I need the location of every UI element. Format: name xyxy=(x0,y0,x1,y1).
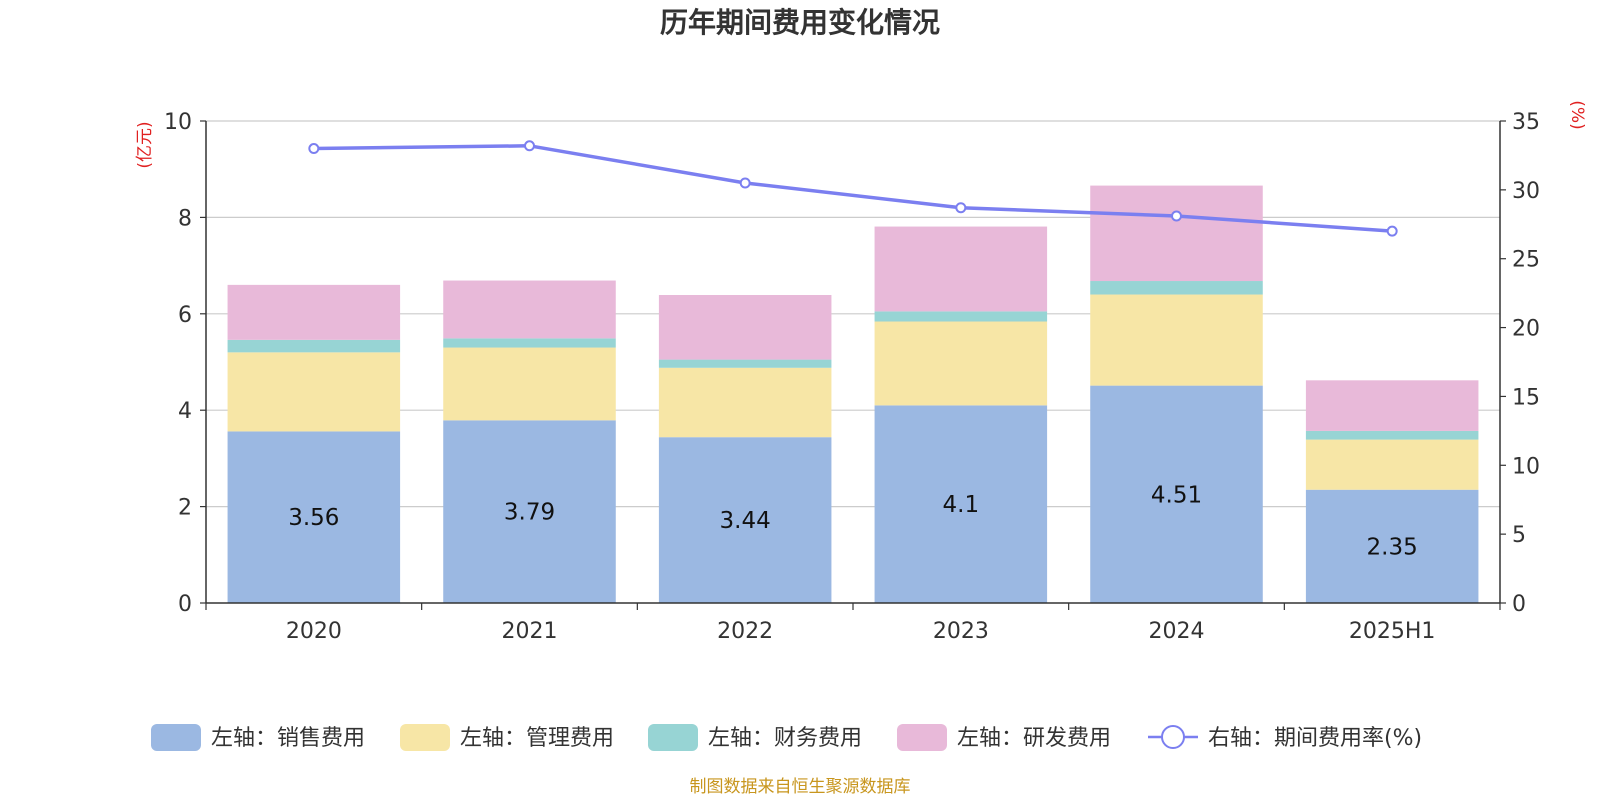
bar-segment xyxy=(443,338,616,348)
bar-segment xyxy=(658,367,832,438)
data-labels: 3.56 3.79 3.44 4.1 4.51 2.35 xyxy=(288,482,1418,560)
data-label: 4.51 xyxy=(1151,482,1202,508)
data-label: 2.35 xyxy=(1367,534,1418,560)
legend-marker xyxy=(1161,725,1185,749)
data-label: 4.1 xyxy=(943,492,980,518)
data-label: 3.56 xyxy=(288,505,339,531)
bar-segment xyxy=(658,437,832,603)
legend-label: 左轴：研发费用 xyxy=(957,726,1111,751)
left-tick-label: 10 xyxy=(164,110,192,135)
data-label: 3.79 xyxy=(504,500,555,526)
left-axis-unit: (亿元) xyxy=(135,121,155,168)
right-tick-label: 10 xyxy=(1512,454,1540,479)
bar-segment xyxy=(1090,281,1263,295)
right-tick-label: 30 xyxy=(1512,179,1540,204)
x-tick-label: 2022 xyxy=(717,619,773,644)
left-tick-label: 6 xyxy=(178,303,192,328)
legend-label: 左轴：销售费用 xyxy=(211,726,365,751)
rate-line-series xyxy=(308,140,1398,237)
bar-segment xyxy=(1305,439,1479,490)
bar-segment xyxy=(874,321,1048,406)
left-tick-label: 8 xyxy=(178,206,192,231)
rate-point xyxy=(1386,225,1398,237)
right-tick-label: 5 xyxy=(1512,523,1526,548)
rate-point xyxy=(739,177,751,189)
bar-segment xyxy=(227,431,401,603)
rate-point xyxy=(308,143,320,155)
bar-segment xyxy=(874,311,1048,322)
rate-point xyxy=(955,202,967,214)
bar-segment xyxy=(658,295,832,360)
bar-segment xyxy=(658,359,832,368)
data-label: 3.44 xyxy=(720,508,771,534)
bar-segment xyxy=(227,352,401,432)
right-tick-label: 20 xyxy=(1512,317,1540,342)
legend-swatch xyxy=(400,724,450,751)
x-tick-label: 2024 xyxy=(1149,619,1205,644)
left-tick-label: 2 xyxy=(178,496,192,521)
source-note: 制图数据来自恒生聚源数据库 xyxy=(690,777,911,797)
bar-segment xyxy=(1090,294,1263,386)
rate-point xyxy=(524,140,535,152)
right-tick-label: 15 xyxy=(1512,385,1540,410)
left-tick-label: 4 xyxy=(178,399,192,424)
bar-segment xyxy=(443,280,616,339)
bar-segment xyxy=(1090,385,1263,603)
x-tick-label: 2020 xyxy=(286,619,342,644)
rate-point xyxy=(1171,210,1182,222)
bar-segment xyxy=(1305,430,1479,440)
bar-segment xyxy=(1090,185,1263,282)
bar-segment xyxy=(874,226,1048,312)
right-tick-label: 35 xyxy=(1512,110,1540,135)
bar-segment xyxy=(1305,380,1479,431)
rate-line xyxy=(313,144,1393,233)
left-tick-label: 0 xyxy=(178,592,192,617)
legend-label: 左轴：管理费用 xyxy=(460,726,614,751)
legend-label: 右轴：期间费用率(%) xyxy=(1208,726,1422,751)
x-tick-label: 2021 xyxy=(502,619,558,644)
axes: 0 2 4 6 8 10 0 5 10 15 20 25 30 35 2020 2021 2022 2023 202… xyxy=(164,110,1540,644)
bar-segment xyxy=(1305,489,1479,603)
legend[interactable]: 左轴：销售费用 左轴：管理费用 左轴：财务费用 左轴：研发费用 右轴：期间费用率(%) xyxy=(151,724,1422,751)
bar-series xyxy=(227,185,1479,603)
x-tick-label: 2023 xyxy=(933,619,989,644)
x-tick-label: 2025H1 xyxy=(1349,619,1436,644)
bar-segment xyxy=(443,420,616,603)
bar-segment xyxy=(874,405,1048,603)
bar-segment xyxy=(443,347,616,421)
right-tick-label: 0 xyxy=(1512,592,1526,617)
legend-swatch xyxy=(897,724,947,751)
bar-segment xyxy=(227,339,401,353)
legend-swatch xyxy=(151,724,201,751)
gridlines xyxy=(206,120,1500,508)
right-tick-label: 25 xyxy=(1512,248,1540,273)
legend-label: 左轴：财务费用 xyxy=(708,726,862,751)
chart-title: 历年期间费用变化情况 xyxy=(660,6,940,39)
right-axis-unit: (%) xyxy=(1567,100,1587,129)
bar-segment xyxy=(227,284,401,340)
legend-swatch xyxy=(648,724,698,751)
